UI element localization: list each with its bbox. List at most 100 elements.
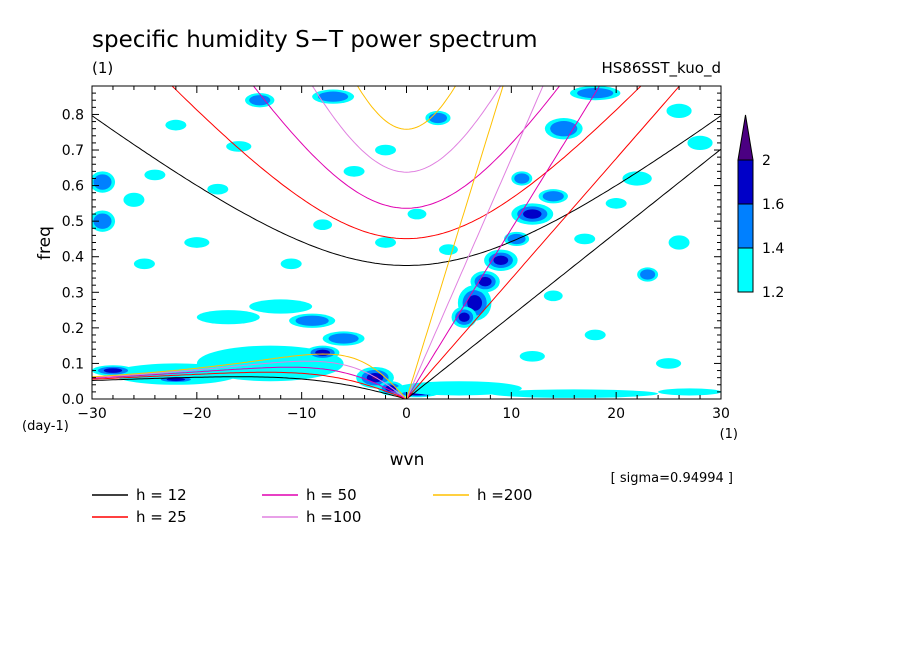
x-tick-label: 0 bbox=[402, 406, 411, 422]
colorbar-label: 1.2 bbox=[762, 285, 784, 301]
x-tick-label: −30 bbox=[77, 406, 107, 422]
power-blob-31-level-0 bbox=[207, 183, 229, 195]
y-tick-label: 0.4 bbox=[62, 250, 84, 266]
y-tick-label: 0.0 bbox=[62, 392, 84, 408]
power-blob-42-level-0 bbox=[668, 235, 690, 250]
y-tick-label: 0.5 bbox=[62, 214, 84, 230]
y-tick-label: 0.1 bbox=[62, 356, 84, 372]
chart-subtitle-right: HS86SST_kuo_d bbox=[601, 59, 721, 78]
inertia-gravity-curve-h-100 bbox=[311, 86, 502, 173]
power-blob-6-level-1 bbox=[542, 191, 564, 202]
power-blob-1-level-2 bbox=[458, 312, 470, 322]
y-axis: 0.0 0.1 0.2 0.3 0.4 0.5 0.6 0.7 0.8 bbox=[62, 85, 721, 408]
y-tick-label: 0.3 bbox=[62, 285, 84, 301]
power-blob-53-level-0 bbox=[226, 141, 252, 152]
power-blob-24-level-0 bbox=[658, 388, 721, 396]
power-blob-48-level-0 bbox=[375, 237, 397, 248]
power-blob-14-level-1 bbox=[328, 333, 359, 344]
legend-label: h =100 bbox=[306, 508, 361, 526]
power-blob-35-level-0 bbox=[407, 208, 427, 220]
rossby-curve-h-200 bbox=[92, 353, 407, 399]
y-tick-label: 0.8 bbox=[62, 107, 84, 123]
legend: h = 12 h = 25 h = 50 h =100 h =200 bbox=[92, 486, 532, 526]
power-blob-33-level-0 bbox=[343, 166, 365, 177]
power-blob-46-level-0 bbox=[584, 329, 606, 341]
colorbar-segment bbox=[737, 247, 754, 293]
colorbar-label: 1.4 bbox=[762, 241, 784, 257]
power-blob-13-level-1 bbox=[295, 315, 329, 326]
x-axis: −30 −20 −10 0 10 20 30 bbox=[77, 86, 730, 422]
y-tick-label: 0.6 bbox=[62, 179, 84, 195]
power-blob-22-level-0 bbox=[396, 381, 522, 396]
legend-label: h = 12 bbox=[136, 486, 187, 504]
x-tick-label: −20 bbox=[182, 406, 212, 422]
power-blob-3-level-2 bbox=[493, 255, 509, 265]
power-contours bbox=[92, 86, 721, 398]
power-blob-26-level-1 bbox=[318, 91, 349, 102]
colorbar-segment bbox=[737, 159, 754, 205]
x-tick-label: 10 bbox=[502, 406, 520, 422]
power-blob-27-level-1 bbox=[93, 213, 112, 229]
rossby-curve-h-12 bbox=[92, 376, 407, 399]
power-blob-44-level-0 bbox=[574, 233, 596, 245]
colorbar: 1.2 1.4 1.6 2 bbox=[737, 114, 784, 301]
kelvin-curve-h-25 bbox=[406, 86, 681, 399]
y-tick-label: 0.2 bbox=[62, 321, 84, 337]
power-blob-28-level-1 bbox=[93, 174, 112, 190]
power-blob-36-level-1 bbox=[428, 112, 448, 124]
power-blob-39-level-0 bbox=[133, 258, 155, 270]
x-tick-label: 20 bbox=[607, 406, 625, 422]
power-blob-17-level-2 bbox=[103, 368, 123, 373]
colorbar-segment bbox=[737, 203, 754, 249]
power-blob-45-level-0 bbox=[519, 350, 545, 362]
power-blob-49-level-0 bbox=[438, 244, 458, 255]
dispersion-curves bbox=[92, 86, 721, 399]
chart-subtitle-left: (1) bbox=[92, 59, 113, 77]
chart-title: specific humidity S−T power spectrum bbox=[92, 27, 538, 53]
rossby-curve-h-50 bbox=[92, 366, 407, 399]
colorbar-label: 2 bbox=[762, 153, 771, 169]
power-blob-16-level-0 bbox=[196, 310, 260, 325]
inertia-gravity-curve-h-12 bbox=[92, 115, 721, 266]
power-blob-54-level-0 bbox=[165, 119, 187, 131]
power-blob-0-level-2 bbox=[467, 295, 483, 311]
kelvin-curve-h-200 bbox=[406, 86, 504, 399]
power-blob-12-level-2 bbox=[315, 349, 331, 356]
power-blob-30-level-0 bbox=[144, 169, 166, 181]
y-tick-label: 0.7 bbox=[62, 143, 84, 159]
kelvin-curve-h-50 bbox=[406, 86, 601, 399]
power-blob-40-level-0 bbox=[605, 198, 627, 209]
power-blob-38-level-0 bbox=[184, 237, 210, 248]
sigma-note: [ sigma=0.94994 ] bbox=[611, 471, 733, 486]
power-blob-15-level-0 bbox=[249, 299, 313, 314]
kelvin-curve-h-100 bbox=[406, 86, 544, 399]
power-blob-2-level-2 bbox=[478, 276, 492, 287]
kelvin-curve-h-12 bbox=[406, 148, 721, 399]
power-blob-32-level-0 bbox=[313, 219, 333, 231]
legend-label: h =200 bbox=[477, 486, 532, 504]
rossby-curve-h-25 bbox=[92, 371, 407, 399]
legend-label: h = 50 bbox=[306, 486, 357, 504]
power-blob-37-level-0 bbox=[280, 258, 302, 270]
power-blob-52-level-0 bbox=[666, 103, 692, 119]
y-unit-label: (day-1) bbox=[22, 419, 69, 434]
power-blob-18-level-2 bbox=[166, 377, 186, 382]
rossby-curve-h-100 bbox=[92, 360, 407, 399]
y-axis-label: freq bbox=[35, 226, 55, 260]
power-blob-51-level-0 bbox=[687, 135, 713, 151]
power-blob-25-level-1 bbox=[249, 95, 271, 106]
x-tick-label: 30 bbox=[712, 406, 730, 422]
x-axis-label: wvn bbox=[390, 450, 425, 470]
power-blob-47-level-0 bbox=[656, 358, 682, 369]
power-blob-7-level-1 bbox=[514, 173, 530, 184]
inertia-gravity-curve-h-25 bbox=[171, 86, 642, 240]
power-blob-43-level-0 bbox=[622, 171, 652, 186]
power-blob-34-level-0 bbox=[375, 144, 397, 156]
power-blob-29-level-0 bbox=[123, 192, 145, 207]
inertia-gravity-curve-h-200 bbox=[356, 86, 457, 130]
power-blob-41-level-1 bbox=[640, 269, 656, 280]
power-blob-50-level-0 bbox=[543, 290, 563, 302]
power-blob-4-level-2 bbox=[523, 209, 542, 219]
legend-label: h = 25 bbox=[136, 508, 187, 526]
